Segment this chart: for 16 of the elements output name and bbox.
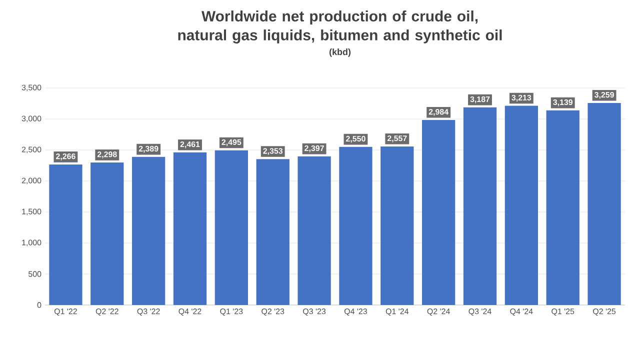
bar (380, 146, 414, 305)
bar (546, 110, 580, 305)
bar (132, 156, 166, 305)
bar (298, 156, 331, 305)
bar (504, 106, 538, 305)
chart-subtitle: (kbd) (330, 48, 351, 57)
bar (49, 164, 82, 305)
bar (256, 159, 290, 305)
bar (214, 150, 248, 305)
chart-title: Worldwide net production of crude oil, natural gas liquids, bitumen and synthetic oil (178, 10, 502, 44)
bar (90, 162, 124, 305)
bar (339, 146, 372, 305)
bar (422, 120, 456, 305)
bar (463, 107, 497, 305)
bar (173, 152, 207, 305)
bar (588, 102, 621, 305)
